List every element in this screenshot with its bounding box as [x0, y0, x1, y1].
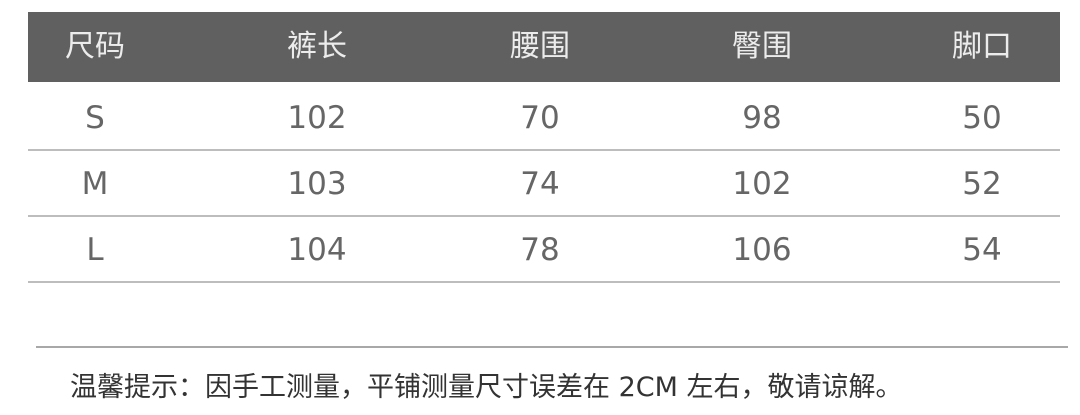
cell-hip: 98	[742, 100, 782, 136]
measurement-note: 温馨提示：因手工测量，平铺测量尺寸误差在 2CM 左右，敬请谅解。	[70, 372, 903, 403]
cell-hip: 106	[732, 232, 792, 268]
header-hip: 臀围	[732, 29, 792, 64]
header-length: 裤长	[287, 29, 347, 64]
cell-size: L	[86, 232, 104, 268]
cell-hem: 50	[962, 100, 1002, 136]
header-hem: 脚口	[952, 29, 1012, 64]
cell-length: 102	[287, 100, 347, 136]
cell-length: 103	[287, 166, 347, 202]
cell-hem: 54	[962, 232, 1002, 268]
table-row: L 104 78 106 54	[28, 217, 1060, 283]
cell-hip: 102	[732, 166, 792, 202]
cell-waist: 78	[520, 232, 560, 268]
cell-waist: 70	[520, 100, 560, 136]
table-row: M 103 74 102 52	[28, 151, 1060, 217]
cell-size: S	[85, 100, 105, 136]
cell-length: 104	[287, 232, 347, 268]
cell-waist: 74	[520, 166, 560, 202]
divider	[36, 346, 1068, 348]
row-divider	[28, 281, 1060, 283]
row-divider	[28, 149, 1060, 151]
header-size: 尺码	[65, 29, 125, 64]
table-header: 尺码 裤长 腰围 臀围 脚口	[28, 12, 1060, 82]
cell-hem: 52	[962, 166, 1002, 202]
row-divider	[28, 215, 1060, 217]
table-row: S 102 70 98 50	[28, 85, 1060, 151]
cell-size: M	[81, 166, 109, 202]
header-waist: 腰围	[510, 29, 570, 64]
